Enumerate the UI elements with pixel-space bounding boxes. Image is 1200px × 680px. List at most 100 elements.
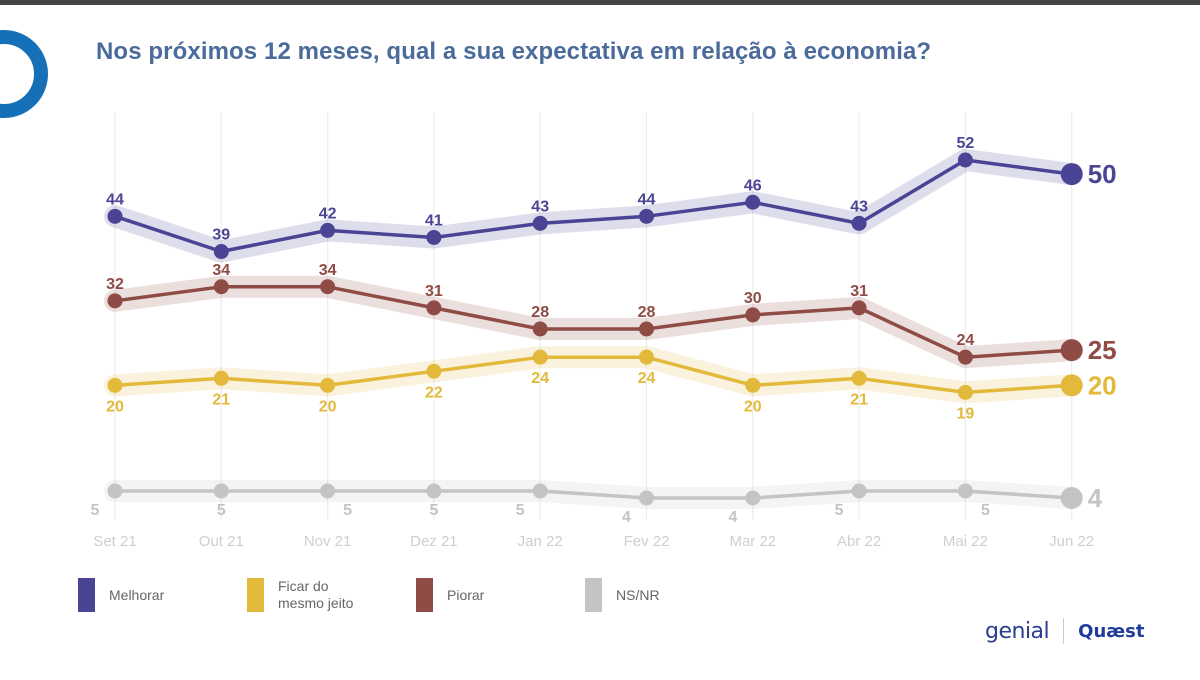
legend-swatch: [247, 578, 264, 612]
data-point: [1060, 487, 1083, 509]
data-label: 50: [1088, 159, 1117, 189]
data-label: 21: [212, 391, 230, 408]
data-label: 34: [319, 262, 337, 279]
logo-divider: [1063, 618, 1065, 644]
x-tick-label: Dez 21: [410, 533, 458, 550]
data-point: [851, 370, 867, 386]
data-label: 5: [835, 502, 844, 519]
data-label: 31: [850, 283, 868, 300]
data-label: 4: [622, 509, 631, 526]
data-label: 19: [957, 405, 975, 422]
data-point: [426, 229, 442, 245]
data-point: [426, 363, 442, 379]
data-point: [320, 222, 336, 238]
data-point: [745, 377, 761, 393]
legend-label: Ficar do mesmo jeito: [278, 578, 354, 611]
x-tick-label: Mar 22: [729, 533, 776, 550]
data-point: [532, 483, 548, 499]
data-point: [426, 300, 442, 316]
data-point: [532, 215, 548, 231]
x-tick-label: Mai 22: [943, 533, 988, 550]
legend: Melhorar Ficar do mesmo jeito Piorar NS/…: [78, 578, 754, 612]
data-label: 30: [744, 290, 762, 307]
data-label: 44: [106, 191, 124, 208]
x-tick-label: Jun 22: [1049, 533, 1094, 550]
data-label: 20: [1088, 370, 1117, 400]
data-label: 21: [850, 391, 868, 408]
series-band: [104, 149, 1083, 263]
data-point: [957, 384, 973, 400]
data-label: 31: [425, 283, 443, 300]
data-label: 20: [106, 398, 124, 415]
data-label: 28: [638, 304, 656, 321]
legend-swatch: [78, 578, 95, 612]
data-point: [745, 307, 761, 323]
legend-label: NS/NR: [616, 586, 660, 603]
series-line: [115, 489, 1072, 500]
data-point: [639, 208, 654, 224]
data-label: 5: [91, 502, 100, 519]
legend-item-nsnr: NS/NR: [585, 578, 726, 612]
data-point: [213, 370, 229, 386]
legend-item-piorar: Piorar: [416, 578, 557, 612]
data-label: 24: [638, 370, 656, 387]
data-label: 43: [850, 198, 868, 215]
data-label: 5: [217, 502, 226, 519]
data-point: [957, 483, 973, 499]
data-label: 34: [212, 262, 230, 279]
legend-label: Melhorar: [109, 586, 165, 603]
data-label: 4: [1088, 483, 1103, 513]
series-line: [114, 158, 1072, 254]
data-point: [957, 349, 973, 365]
data-point: [320, 483, 336, 499]
data-point: [213, 279, 229, 295]
data-label: 28: [531, 304, 549, 321]
x-tick-label: Abr 22: [837, 533, 881, 550]
data-point: [213, 483, 229, 499]
data-label: 5: [343, 502, 352, 519]
x-tick-label: Out 21: [199, 533, 244, 550]
data-point: [320, 279, 336, 295]
data-point: [107, 483, 123, 499]
legend-swatch: [585, 578, 602, 612]
data-label: 52: [957, 135, 975, 152]
data-label: 32: [106, 276, 124, 293]
data-point: [1060, 374, 1083, 397]
chart-title: Nos próximos 12 meses, qual a sua expect…: [96, 38, 932, 65]
x-tick-label: Nov 21: [304, 533, 352, 550]
data-label: 5: [429, 502, 438, 519]
data-point: [745, 490, 761, 506]
legend-item-melhorar: Melhorar: [78, 578, 219, 612]
data-point: [851, 300, 867, 316]
data-point: [107, 293, 123, 309]
data-label: 39: [212, 227, 230, 244]
data-label: 42: [319, 205, 337, 222]
x-tick-label: Jan 22: [518, 533, 563, 550]
legend-label: Piorar: [447, 586, 485, 603]
data-point: [532, 321, 548, 337]
footer-logos: genial Quæst: [985, 618, 1144, 644]
data-point: [851, 483, 867, 499]
data-point: [426, 483, 442, 499]
data-label: 25: [1088, 335, 1117, 365]
data-label: 43: [531, 198, 549, 215]
data-point: [107, 377, 123, 393]
data-point: [107, 208, 123, 224]
legend-item-ficar: Ficar do mesmo jeito: [247, 578, 388, 612]
x-tick-label: Set 21: [93, 533, 136, 550]
quaest-logo: Quæst: [1078, 620, 1145, 642]
data-point: [957, 152, 973, 168]
top-bar: [0, 0, 1200, 5]
data-label: 41: [425, 212, 443, 229]
x-tick-label: Fev 22: [624, 533, 670, 550]
data-label: 5: [981, 502, 990, 519]
genial-logo: genial: [985, 618, 1050, 644]
data-point: [639, 349, 654, 365]
series-line: [114, 285, 1072, 359]
data-label: 20: [319, 398, 337, 415]
data-point: [639, 321, 654, 337]
data-label: 24: [531, 370, 549, 387]
series-line: [114, 355, 1072, 395]
data-label: 20: [744, 398, 762, 415]
